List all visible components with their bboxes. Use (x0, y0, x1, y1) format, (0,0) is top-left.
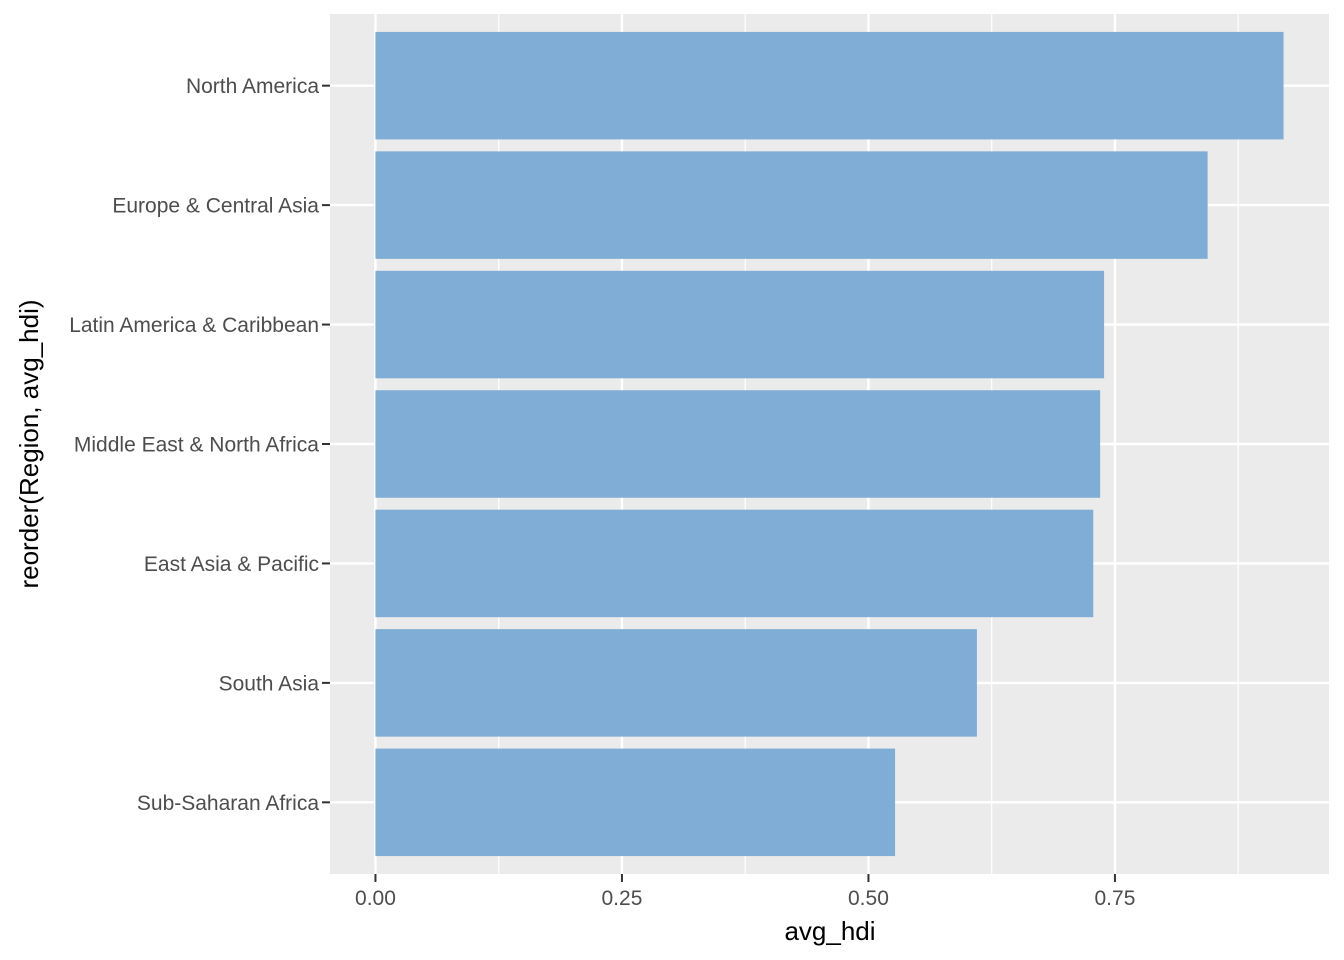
x-axis-title: avg_hdi (784, 916, 875, 946)
x-tick-label: 0.50 (848, 887, 889, 910)
x-tick-label: 0.25 (602, 887, 643, 910)
y-tick-label: South Asia (219, 672, 320, 695)
y-tick-label: Europe & Central Asia (112, 195, 319, 218)
x-axis: 0.00 0.25 0.50 0.75 (355, 874, 1135, 910)
bar (375, 629, 977, 737)
x-tick-label: 0.75 (1095, 887, 1136, 910)
y-axis-title: reorder(Region, avg_hdi) (14, 299, 44, 588)
bar (375, 748, 896, 857)
y-tick-label: Sub-Saharan Africa (137, 792, 319, 815)
bar (375, 151, 1208, 259)
y-tick-label: Latin America & Caribbean (69, 314, 319, 337)
y-tick-label: North America (186, 75, 319, 98)
bar (375, 509, 1094, 618)
bar (375, 31, 1284, 140)
x-tick-label: 0.00 (355, 887, 396, 910)
bar (375, 390, 1101, 498)
y-tick-label: East Asia & Pacific (144, 553, 319, 576)
y-axis: North America Europe & Central Asia Latin … (69, 75, 330, 815)
y-tick-label: Middle East & North Africa (74, 434, 319, 457)
bars (375, 31, 1284, 857)
bar (375, 270, 1105, 379)
